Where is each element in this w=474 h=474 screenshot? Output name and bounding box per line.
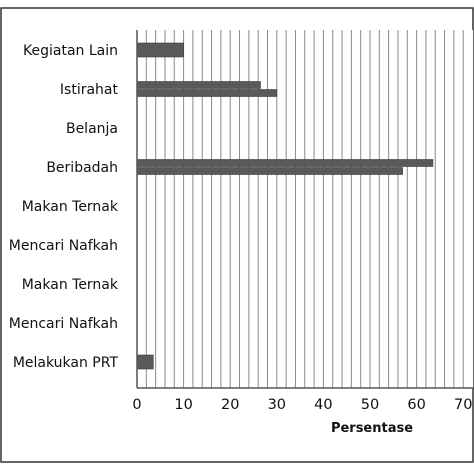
bar-1-series-1: [136, 42, 184, 58]
category-label-4: Beribadah: [46, 160, 118, 176]
category-label-9: Melakukan PRT: [13, 355, 119, 371]
category-label-2: Istirahat: [60, 82, 119, 98]
bar-2-series-2: [136, 89, 278, 97]
x-tick-label-30: 30: [268, 397, 286, 413]
bar-2-series-1: [136, 81, 261, 89]
category-label-3: Belanja: [66, 121, 118, 137]
x-tick-label-50: 50: [361, 397, 379, 413]
category-label-7: Makan Ternak: [22, 277, 119, 293]
category-labels: Kegiatan Lain Istirahat Belanja Beribadah Ma…: [9, 43, 119, 371]
category-label-8: Mencari Nafkah: [9, 316, 118, 332]
x-tick-label-10: 10: [174, 397, 192, 413]
x-tick-label-70: 70: [454, 397, 472, 413]
bars: [136, 42, 434, 370]
category-label-6: Mencari Nafkah: [9, 238, 118, 254]
category-label-1: Kegiatan Lain: [23, 43, 118, 59]
category-label-5: Makan Ternak: [22, 199, 119, 215]
x-tick-labels: 0 10 20 30 40 50 60 70: [132, 397, 472, 413]
bar-4-series-1: [136, 159, 434, 167]
bar-4-series-2: [136, 167, 403, 175]
x-tick-label-40: 40: [314, 397, 332, 413]
x-tick-label-60: 60: [407, 397, 425, 413]
x-tick-label-0: 0: [132, 397, 141, 413]
x-tick-label-20: 20: [221, 397, 239, 413]
bar-9-series-1: [136, 354, 154, 370]
x-axis-title: Persentase: [331, 421, 413, 436]
